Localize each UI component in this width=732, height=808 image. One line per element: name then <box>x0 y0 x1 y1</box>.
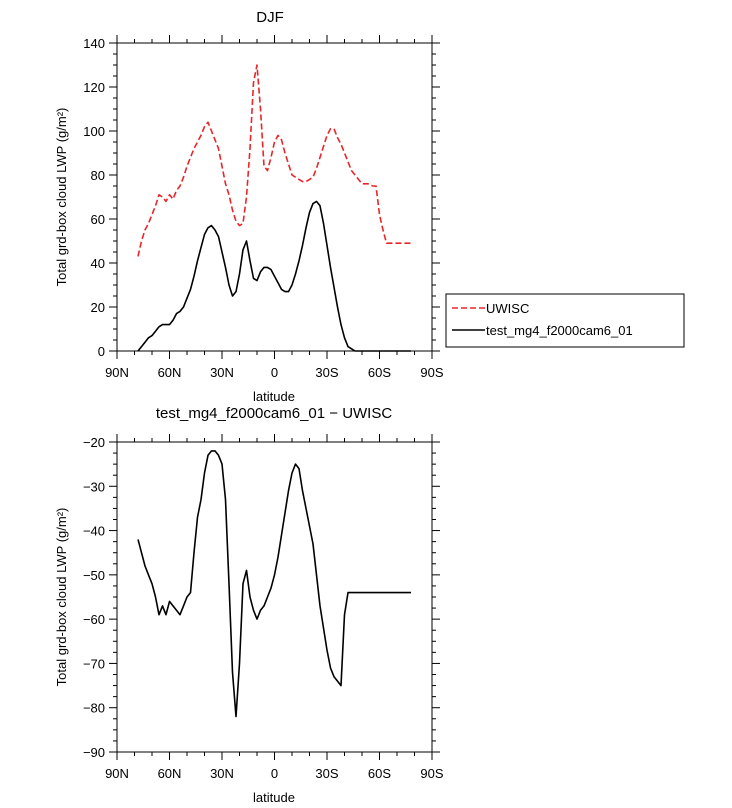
legend-box <box>445 293 685 348</box>
x-tick-label: 30S <box>315 766 338 781</box>
y-tick-label: −20 <box>83 435 105 450</box>
top-series-line-0 <box>137 64 411 257</box>
y-tick-label: 80 <box>91 168 105 183</box>
top-series-line-1 <box>137 200 411 352</box>
x-tick-label: 90N <box>105 766 129 781</box>
y-tick-label: −80 <box>83 701 105 716</box>
y-tick-label: 140 <box>83 36 105 51</box>
y-tick-label: −60 <box>83 612 105 627</box>
y-tick-label: −90 <box>83 745 105 760</box>
top-y-ticks: 0 20 40 60 80 100 120 140 <box>83 36 440 359</box>
y-tick-label: 120 <box>83 80 105 95</box>
top-series-group <box>137 64 411 352</box>
y-tick-label: −50 <box>83 568 105 583</box>
x-tick-label: 30N <box>210 365 234 380</box>
x-tick-label: 30N <box>210 766 234 781</box>
bottom-x-axis-label: latitude <box>253 790 295 805</box>
x-tick-label: 30S <box>315 365 338 380</box>
y-tick-label: −70 <box>83 656 105 671</box>
y-tick-label: 100 <box>83 124 105 139</box>
x-tick-label: 90N <box>105 365 129 380</box>
bottom-series-line-0 <box>137 450 411 718</box>
y-tick-label: 0 <box>98 344 105 359</box>
x-tick-label: 60N <box>158 365 182 380</box>
top-x-axis-label: latitude <box>253 389 295 404</box>
legend-label-uwisc: UWISC <box>486 301 529 316</box>
y-tick-label: 40 <box>91 256 105 271</box>
y-tick-label: −40 <box>83 524 105 539</box>
x-tick-label: 90S <box>420 766 443 781</box>
x-tick-label: 60S <box>368 365 391 380</box>
x-tick-label: 0 <box>271 766 278 781</box>
bottom-plot-frame <box>116 441 433 753</box>
top-x-ticks: 90N 60N 30N 0 30S 60S 90S <box>105 35 444 380</box>
legend-label-test: test_mg4_f2000cam6_01 <box>486 323 633 338</box>
bottom-series-group <box>137 450 411 718</box>
top-y-axis-label: Total grd-box cloud LWP (g/m²) <box>54 108 69 287</box>
x-tick-label: 60N <box>158 766 182 781</box>
x-tick-label: 90S <box>420 365 443 380</box>
top-chart-title: DJF <box>256 9 284 26</box>
top-plot-frame <box>116 42 433 352</box>
bottom-x-ticks: 90N 60N 30N 0 30S 60S 90S <box>105 434 444 781</box>
bottom-chart-title: test_mg4_f2000cam6_01 − UWISC <box>156 405 393 422</box>
y-tick-label: 60 <box>91 212 105 227</box>
top-legend: UWISC test_mg4_f2000cam6_01 <box>445 293 685 348</box>
y-tick-label: −30 <box>83 479 105 494</box>
bottom-panel: test_mg4_f2000cam6_01 − UWISC −90−80−70−… <box>54 405 444 805</box>
bottom-y-ticks: −90 −80 −70 −60 −50 −40 −30 −20 <box>83 435 440 760</box>
x-tick-label: 0 <box>271 365 278 380</box>
x-tick-label: 60S <box>368 766 391 781</box>
bottom-y-axis-label: Total grd-box cloud LWP (g/m²) <box>54 508 69 687</box>
y-tick-label: 20 <box>91 300 105 315</box>
